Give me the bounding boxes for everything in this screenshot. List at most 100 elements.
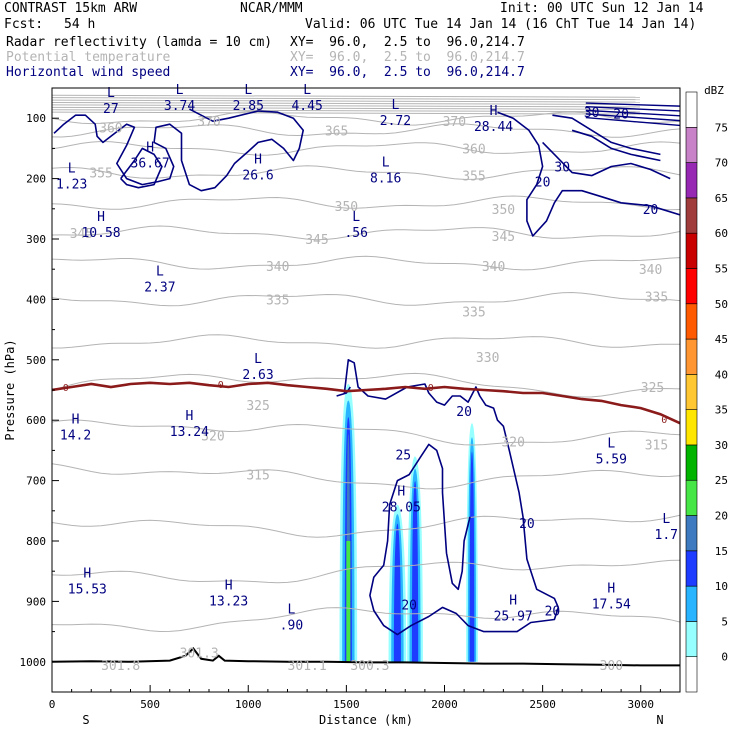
terrain-line — [52, 647, 680, 667]
colorbar-swatch — [685, 409, 698, 446]
field-xy-wind: XY= 96.0, 2.5 to 96.0,214.7 — [290, 65, 525, 80]
theta-label: 370 — [443, 115, 466, 130]
y-tick-label: 700 — [26, 475, 46, 488]
wind-contour — [571, 129, 661, 162]
hl-marker-value: 14.2 — [60, 428, 91, 443]
colorbar-level: 35 — [715, 404, 728, 417]
colorbar-level: 65 — [715, 192, 728, 205]
terrain-layer — [52, 647, 680, 667]
theta-contour — [52, 255, 680, 271]
hl-marker-value: 2.37 — [144, 280, 175, 295]
hl-marker-value: 25.97 — [494, 609, 533, 624]
theta-contour — [52, 110, 680, 126]
freezing-line-path — [52, 381, 680, 425]
hl-marker-value: 27 — [103, 102, 119, 117]
theta-contour — [52, 94, 641, 98]
theta-label: 345 — [492, 230, 515, 245]
freezing-line-label: 0 — [661, 415, 667, 426]
hl-marker-type: L — [288, 603, 296, 618]
theta-label: 301.3 — [180, 647, 219, 662]
x-tick-label: 1000 — [235, 698, 262, 711]
colorbar-level: 45 — [715, 333, 728, 346]
y-tick-label: 800 — [26, 535, 46, 548]
x-tick-label: 0 — [49, 698, 56, 711]
wind-contour — [120, 147, 163, 189]
hl-marker-value: 2.85 — [233, 99, 264, 114]
x-end-label-north: N — [656, 713, 663, 727]
theta-contour — [52, 109, 641, 113]
colorbar: 0 5 10 15 20 25 30 35 40 45 50 55 60 65 70 75 dBZ — [685, 84, 728, 693]
theta-label: 315 — [246, 469, 269, 484]
wind-label: 20 — [535, 176, 551, 191]
theta-contour — [52, 463, 680, 490]
colorbar-swatch — [685, 444, 698, 481]
colorbar-swatch — [685, 550, 698, 587]
hl-marker-type: H — [607, 581, 615, 596]
theta-label: 301.1 — [288, 659, 327, 674]
colorbar-level: 40 — [715, 368, 728, 381]
theta-contour — [52, 559, 680, 584]
theta-label: 350 — [492, 203, 515, 218]
hl-marker-type: L — [392, 98, 400, 113]
valid-time: Valid: 06 UTC Tue 14 Jan 14 (16 ChT Tue … — [305, 17, 697, 32]
hl-marker-type: H — [72, 412, 80, 427]
colorbar-swatch — [685, 479, 698, 516]
colorbar-level: 30 — [715, 439, 728, 452]
theta-contour — [52, 140, 680, 156]
hl-marker-value: 8.16 — [370, 172, 401, 187]
hl-marker-type: H — [83, 566, 91, 581]
reflectivity-layer — [339, 383, 478, 662]
wind-contour — [497, 111, 680, 237]
hl-marker-type: L — [352, 210, 360, 225]
colorbar-level: 20 — [715, 510, 728, 523]
y-tick-label: 500 — [26, 354, 46, 367]
colorbar-swatch — [685, 126, 698, 163]
x-tick-label: 500 — [140, 698, 160, 711]
theta-contour — [52, 225, 680, 241]
colorbar-swatch — [685, 374, 698, 410]
hl-marker-value: 28.44 — [474, 120, 513, 135]
hl-marker-type: L — [107, 86, 115, 101]
wind-label: 20 — [519, 517, 535, 532]
init-time: Init: 00 UTC Sun 12 Jan 14 — [500, 1, 704, 16]
theta-label: 320 — [201, 429, 224, 444]
x-axis-label: Distance (km) — [319, 713, 413, 727]
contour-labels: 0 0 0 0 360 370 370 365 360 355 355 350 350 345 345 345… — [56, 83, 678, 674]
theta-label: 360 — [99, 121, 122, 136]
y-tick-label: 400 — [26, 293, 46, 306]
theta-label: 340 — [482, 260, 505, 275]
hl-marker-value: 13.24 — [170, 425, 209, 440]
theta-label: 335 — [645, 290, 668, 305]
reflectivity-cell — [393, 523, 401, 662]
hl-marker-type: L — [382, 156, 390, 171]
hl-marker-value: 28.05 — [382, 501, 421, 516]
theta-label: 330 — [476, 351, 499, 366]
theta-contour — [52, 291, 680, 307]
theta-label: 320 — [501, 435, 524, 450]
reflectivity-cell — [469, 451, 475, 662]
freezing-line-label: 0 — [218, 380, 224, 391]
hl-marker-type: L — [176, 83, 184, 98]
axes: 0 500 1000 1500 2000 2500 30001002003004005006… — [3, 87, 664, 727]
wind-contour — [53, 108, 304, 192]
theta-contour — [52, 372, 680, 398]
field-name-wind: Horizontal wind speed — [6, 65, 171, 80]
wind-contour — [336, 386, 351, 397]
colorbar-level: 60 — [715, 227, 728, 240]
colorbar-level: 10 — [715, 580, 728, 593]
hl-marker-type: L — [303, 83, 311, 98]
colorbar-swatch — [685, 621, 698, 658]
fcst-label: Fcst: — [4, 17, 44, 32]
y-tick-label: 200 — [26, 173, 46, 186]
reflectivity-core — [346, 541, 351, 662]
y-tick-label: 100 — [26, 112, 46, 125]
colorbar-level: 15 — [715, 545, 728, 558]
hl-marker-value: .90 — [280, 619, 303, 634]
x-tick-label: 2500 — [529, 698, 556, 711]
org-label: NCAR/MMM — [240, 1, 303, 16]
theta-label: 301.8 — [101, 659, 140, 674]
theta-contour — [52, 514, 680, 538]
reflectivity-cell — [411, 481, 419, 662]
colorbar-unit: dBZ — [704, 84, 724, 97]
theta-label: 345 — [70, 227, 93, 242]
